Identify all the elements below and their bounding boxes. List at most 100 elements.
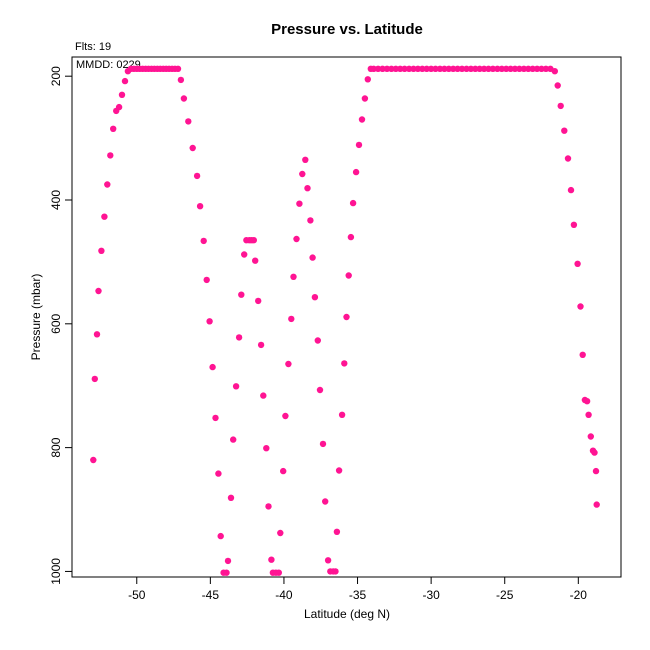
data-point [95, 287, 102, 295]
data-point [260, 392, 267, 399]
data-point [255, 297, 262, 305]
data-point [341, 360, 348, 367]
data-point [561, 127, 568, 134]
x-axis-label: Latitude (deg N) [304, 607, 390, 621]
data-point [361, 95, 369, 102]
x-tick-label: -35 [349, 588, 367, 602]
data-point [307, 217, 314, 224]
data-point [349, 199, 357, 207]
data-point [567, 186, 575, 194]
data-point [498, 65, 505, 73]
x-tick-label: -40 [275, 588, 293, 602]
data-point [410, 65, 417, 73]
data-point [557, 102, 564, 110]
data-point [405, 65, 413, 73]
x-tick-label: -20 [570, 588, 588, 602]
data-point [592, 467, 600, 475]
data-point [585, 411, 592, 418]
data-point [110, 125, 117, 132]
data-point [388, 65, 395, 73]
data-point [288, 315, 295, 323]
data-point [238, 291, 245, 298]
date-annotation: MMDD: 0229 [76, 59, 141, 71]
data-point [332, 568, 339, 575]
data-point [503, 65, 510, 73]
data-point [299, 170, 306, 178]
data-points [90, 65, 600, 576]
data-point [577, 303, 584, 310]
data-point [441, 65, 448, 73]
data-point [227, 494, 235, 501]
data-point [185, 118, 192, 125]
data-point [285, 360, 292, 368]
data-point [316, 386, 324, 394]
plot-frame [71, 56, 622, 578]
data-point [230, 436, 237, 443]
data-point [217, 532, 224, 540]
data-point [383, 65, 391, 73]
data-point [574, 260, 581, 267]
data-point [345, 272, 352, 279]
data-point [91, 375, 99, 383]
data-point [212, 414, 219, 422]
x-tick-label: -25 [496, 588, 514, 602]
data-point [115, 103, 123, 111]
data-point [215, 470, 222, 477]
data-point [93, 331, 101, 338]
y-axis: 200 400 600 800 1000 [49, 66, 72, 585]
data-point [352, 168, 360, 176]
data-point [511, 65, 519, 73]
data-point [525, 65, 532, 73]
data-point [370, 65, 377, 73]
data-point [338, 411, 346, 418]
data-point [174, 65, 182, 73]
data-point [224, 557, 232, 565]
data-point [564, 155, 572, 162]
data-point [423, 65, 430, 73]
data-point [200, 237, 207, 245]
data-point [223, 569, 230, 576]
data-point [591, 449, 598, 456]
data-point [189, 144, 196, 152]
data-point [193, 172, 201, 180]
data-point [358, 116, 366, 123]
data-point [480, 65, 488, 73]
flights-annotation: Flts: 19 [75, 41, 111, 53]
data-point [374, 65, 382, 73]
data-point [343, 313, 350, 321]
data-point [392, 65, 399, 73]
data-point [533, 65, 541, 73]
data-point [587, 433, 594, 440]
data-point [520, 65, 528, 73]
data-point [538, 65, 545, 73]
data-point [268, 556, 275, 563]
data-point [494, 65, 501, 73]
y-tick-label: 1000 [49, 558, 63, 585]
data-point [450, 65, 457, 73]
data-point [232, 383, 240, 390]
data-point [282, 412, 289, 420]
data-point [542, 65, 550, 73]
data-point [203, 276, 210, 284]
data-point [463, 65, 470, 73]
data-point [593, 501, 600, 508]
data-point [314, 337, 321, 344]
data-point [436, 65, 444, 73]
data-point [322, 498, 329, 505]
data-point [304, 185, 311, 192]
x-tick-label: -30 [422, 588, 440, 602]
data-point [445, 65, 452, 73]
data-point [101, 213, 108, 220]
data-point [485, 65, 492, 73]
data-point [241, 251, 248, 258]
data-point [206, 318, 213, 325]
data-point [489, 65, 497, 73]
data-point [319, 440, 327, 448]
data-point [293, 235, 300, 243]
data-point [454, 65, 461, 73]
data-point [104, 181, 111, 188]
x-axis: -50 -45 -40 -35 -30 -25 -20 [128, 577, 587, 602]
data-point [280, 467, 287, 475]
